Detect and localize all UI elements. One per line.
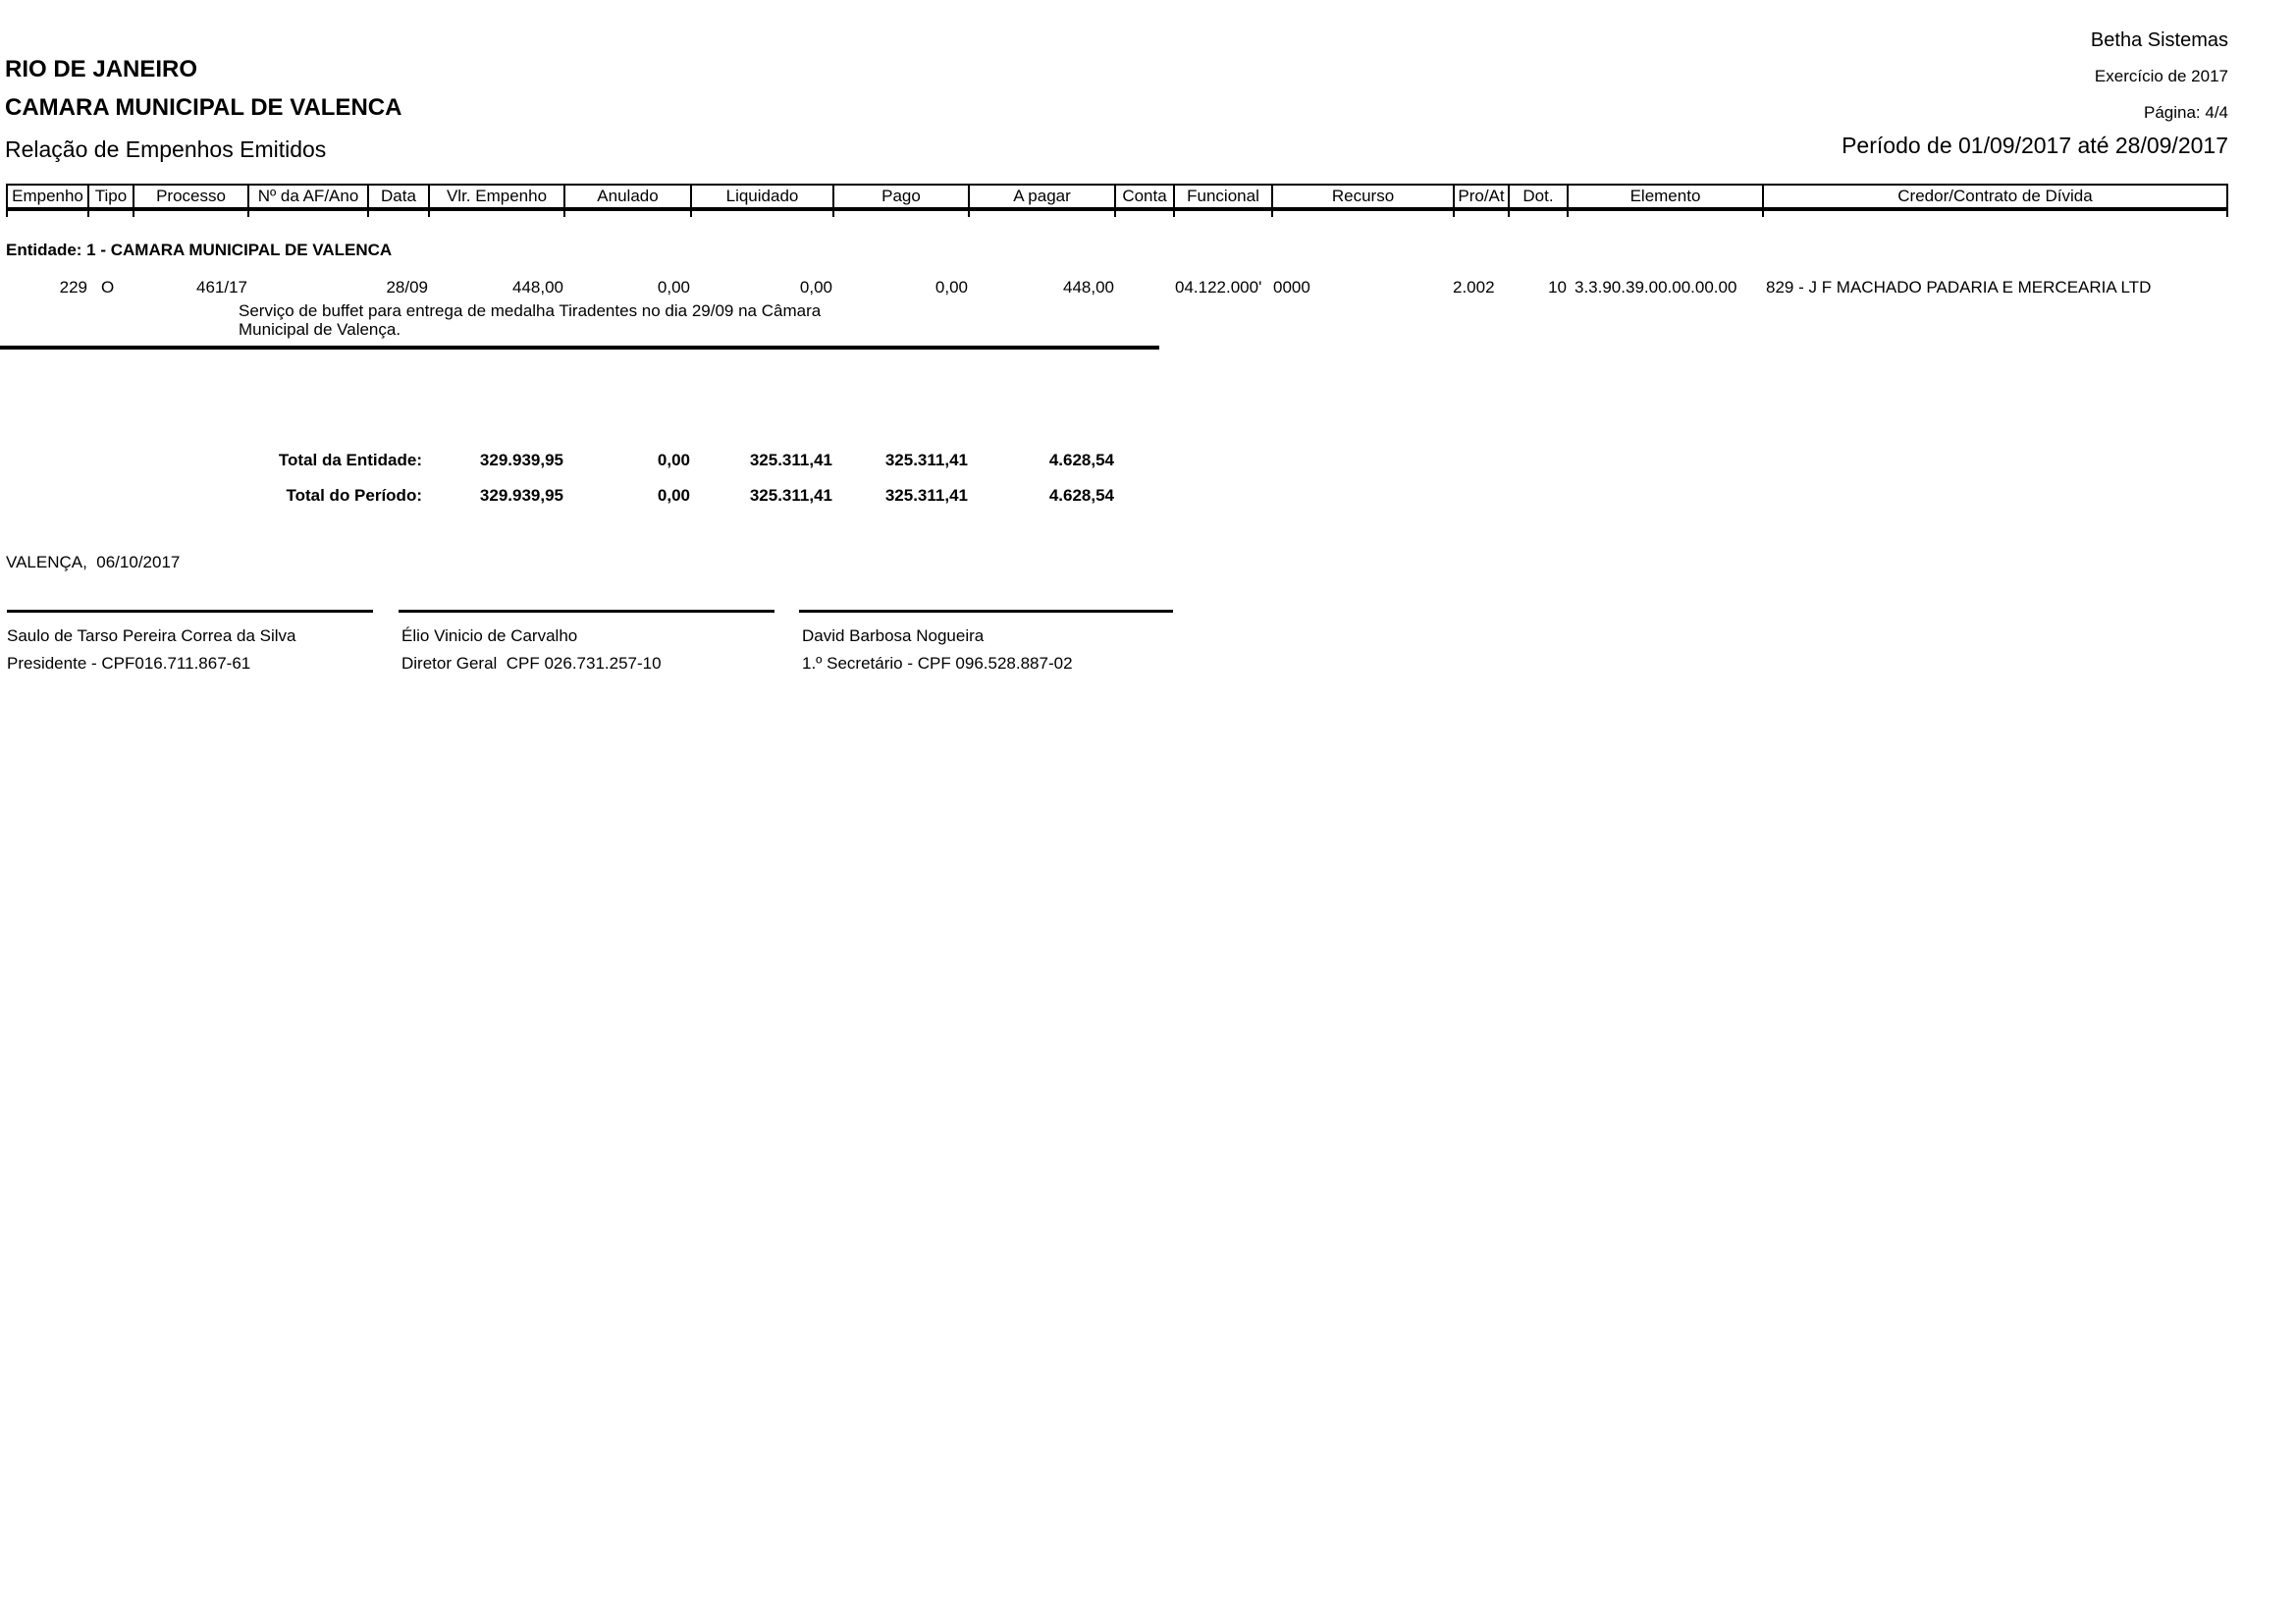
tick [1271, 211, 1453, 217]
tick [1173, 211, 1271, 217]
cell-processo: 461/17 [196, 278, 247, 297]
col-header-processo: Processo [133, 186, 247, 207]
col-header-dot: Dot. [1508, 186, 1567, 207]
col-header-anulado: Anulado [563, 186, 690, 207]
total-entity-a-pagar: 4.628,54 [1048, 451, 1114, 469]
totals-row-period: Total do Período: 329.939,95 0,00 325.31… [6, 486, 1114, 506]
total-entity-anulado: 0,00 [657, 451, 690, 469]
row-description: Serviço de buffet para entrega de medalh… [239, 301, 822, 339]
col-header-tipo: Tipo [87, 186, 133, 207]
section-divider [0, 346, 1159, 350]
cell-dot: 10 [1548, 278, 1567, 297]
signature-line [399, 610, 774, 613]
col-header-recurso: Recurso [1271, 186, 1453, 207]
col-header-vlr-empenho: Vlr. Empenho [428, 186, 563, 207]
cell-data: 28/09 [386, 278, 428, 297]
tick [367, 211, 428, 217]
tick [133, 211, 247, 217]
entity-name: CAMARA MUNICIPAL DE VALENCA [5, 94, 402, 121]
entity-section-header: Entidade: 1 - CAMARA MUNICIPAL DE VALENC… [6, 241, 393, 259]
col-header-a-pagar: A pagar [968, 186, 1114, 207]
col-header-credor: Credor/Contrato de Dívida [1762, 186, 2228, 207]
total-period-a-pagar: 4.628,54 [1048, 486, 1114, 505]
empenho-table-header: Empenho Tipo Processo Nº da AF/Ano Data … [6, 184, 2228, 211]
total-period-anulado: 0,00 [657, 486, 690, 505]
cell-pago: 0,00 [934, 278, 968, 297]
tick [1762, 211, 2228, 217]
cell-anulado: 0,00 [657, 278, 690, 297]
tick [1114, 211, 1173, 217]
col-header-liquidado: Liquidado [690, 186, 832, 207]
state-name: RIO DE JANEIRO [5, 56, 198, 82]
vendor-name: Betha Sistemas [2090, 29, 2228, 51]
cell-a-pagar: 448,00 [1063, 278, 1114, 297]
tick [1453, 211, 1508, 217]
cell-conta [1114, 278, 1173, 298]
signature-name: David Barbosa Nogueira [802, 626, 985, 645]
col-header-data: Data [367, 186, 428, 207]
tick [247, 211, 367, 217]
cell-recurso: 0000 [1273, 278, 1310, 297]
signature-line [799, 610, 1173, 613]
period-label: Período de 01/09/2017 até 28/09/2017 [1842, 133, 2228, 158]
total-period-liquidado: 325.311,41 [749, 486, 832, 505]
tick [563, 211, 690, 217]
col-header-pago: Pago [832, 186, 968, 207]
tick [690, 211, 832, 217]
tick [832, 211, 968, 217]
report-title: Relação de Empenhos Emitidos [5, 136, 327, 162]
tick [428, 211, 563, 217]
tick [1508, 211, 1567, 217]
total-entity-liquidado: 325.311,41 [749, 451, 832, 469]
totals-row-entity: Total da Entidade: 329.939,95 0,00 325.3… [6, 451, 1114, 470]
cell-funcional: 04.122.000' [1175, 278, 1262, 297]
page-number: Página: 4/4 [2143, 103, 2228, 122]
total-entity-label: Total da Entidade: [278, 451, 422, 469]
signature-title: Diretor Geral CPF 026.731.257-10 [401, 654, 662, 673]
cell-credor: 829 - J F MACHADO PADARIA E MERCEARIA LT… [1766, 278, 2152, 297]
tick [1567, 211, 1762, 217]
total-entity-vlr: 329.939,95 [479, 451, 563, 469]
total-entity-pago: 325.311,41 [884, 451, 968, 469]
col-header-funcional: Funcional [1173, 186, 1271, 207]
signature-name: Saulo de Tarso Pereira Correa da Silva [7, 626, 296, 645]
column-ticks [6, 211, 2228, 217]
cell-af-ano [247, 278, 367, 298]
col-header-af-ano: Nº da AF/Ano [247, 186, 367, 207]
signature-title: 1.º Secretário - CPF 096.528.887-02 [802, 654, 1073, 673]
signature-line [7, 610, 373, 613]
col-header-pro-at: Pro/At [1453, 186, 1508, 207]
col-header-conta: Conta [1114, 186, 1173, 207]
tick [87, 211, 133, 217]
signature-title: Presidente - CPF016.711.867-61 [7, 654, 251, 673]
tick [968, 211, 1114, 217]
cell-empenho: 229 [59, 278, 87, 297]
cell-pro-at: 2.002 [1453, 278, 1495, 297]
total-period-pago: 325.311,41 [884, 486, 968, 505]
col-header-empenho: Empenho [6, 186, 87, 207]
exercise-label: Exercício de 2017 [2094, 67, 2228, 85]
tick [6, 211, 87, 217]
place-date: VALENÇA, 06/10/2017 [6, 553, 181, 571]
total-period-label: Total do Período: [286, 486, 422, 505]
col-header-elemento: Elemento [1567, 186, 1762, 207]
total-period-vlr: 329.939,95 [479, 486, 563, 505]
cell-vlr-empenho: 448,00 [512, 278, 563, 297]
cell-tipo: O [101, 278, 115, 297]
cell-liquidado: 0,00 [799, 278, 832, 297]
signature-name: Élio Vinicio de Carvalho [401, 626, 578, 645]
cell-elemento: 3.3.90.39.00.00.00.00 [1575, 278, 1737, 297]
empenho-row: 229 O 461/17 28/09 448,00 0,00 0,00 0,00… [6, 278, 2228, 298]
